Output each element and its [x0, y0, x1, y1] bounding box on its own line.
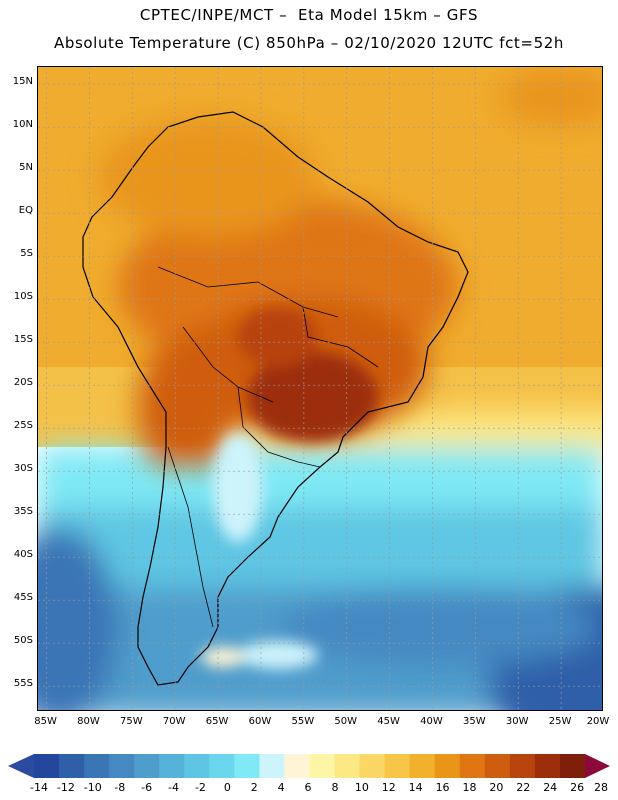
lon-tick-label: 60W: [248, 716, 272, 727]
lat-tick-label: 45S: [13, 592, 33, 604]
colorbar-swatch: [59, 754, 85, 778]
colorbar-swatch: [259, 754, 285, 778]
colorbar-swatch: [184, 754, 210, 778]
colorbar-tick-label: 22: [516, 781, 531, 794]
continent-coastline: [82, 111, 469, 686]
lat-tick-label: 25S: [13, 420, 33, 432]
lat-tick-label: 30S: [13, 463, 33, 475]
colorbar-tick-label: 8: [331, 781, 339, 794]
field-warm-andes: [138, 347, 198, 467]
lon-tick-label: 30W: [505, 716, 529, 727]
colorbar-swatch: [234, 754, 260, 778]
colorbar-tick-label: 2: [250, 781, 258, 794]
colorbar-tick-label: 28: [594, 781, 608, 794]
colorbar-tick-label: 26: [570, 781, 585, 794]
field-cold-core-sw: [38, 527, 118, 710]
colorbar-tick-label: 18: [462, 781, 477, 794]
temperature-map: [37, 66, 603, 711]
lon-tick-label: 70W: [162, 716, 186, 727]
colorbar-over-arrow: [585, 754, 610, 778]
colorbar-swatch: [34, 754, 60, 778]
colorbar-swatch: [84, 754, 110, 778]
lat-tick-label: 15N: [12, 76, 33, 88]
field-cold-mid: [278, 587, 598, 667]
lat-tick-label: 20S: [13, 377, 33, 389]
lon-tick-label: 45W: [377, 716, 400, 727]
colorbar-tick-label: 20: [489, 781, 504, 794]
colorbar-tick-label: 12: [381, 781, 396, 794]
colorbar-tick-label: -6: [141, 781, 153, 794]
colorbar-tick-label: -14: [30, 781, 48, 794]
colorbar-swatch: [384, 754, 411, 778]
lat-tick-label: EQ: [18, 205, 33, 217]
field-hot-core: [248, 352, 378, 442]
lon-tick-label: 35W: [463, 716, 486, 727]
lon-tick-label: 80W: [77, 716, 100, 727]
colorbar-tick-label: 6: [304, 781, 312, 794]
colorbar-tick-label: 14: [408, 781, 423, 794]
colorbar-swatch: [359, 754, 386, 778]
colorbar-swatch: [334, 754, 361, 778]
map-title-line-2: Absolute Temperature (C) 850hPa – 02/10/…: [54, 34, 564, 52]
colorbar: [8, 754, 610, 778]
colorbar-swatch: [159, 754, 185, 778]
colorbar-swatch: [559, 754, 586, 778]
field-warm-north: [98, 117, 318, 237]
lon-tick-label: 65W: [205, 716, 229, 727]
lat-tick-label: 50S: [13, 635, 33, 647]
colorbar-swatch: [309, 754, 336, 778]
colorbar-tick-label: -10: [83, 781, 102, 794]
lat-tick-label: 10S: [13, 291, 33, 303]
lon-tick-label: 25W: [548, 716, 572, 727]
colorbar-swatch: [434, 754, 461, 778]
field-cold-patagonia-1: [238, 641, 318, 669]
colorbar-tick-label: 10: [354, 781, 369, 794]
colorbar-swatch: [409, 754, 436, 778]
lat-tick-label: 40S: [13, 549, 33, 561]
colorbar-swatch: [109, 754, 135, 778]
lon-tick-label: 40W: [420, 716, 443, 727]
lat-tick-label: 15S: [13, 334, 33, 346]
colorbar-tick-label: 16: [435, 781, 450, 794]
colorbar-swatch: [134, 754, 160, 778]
field-cool-argentina: [213, 432, 263, 542]
colorbar-tick-label: 0: [223, 781, 231, 794]
colorbar-tick-label: -2: [194, 781, 206, 794]
lat-tick-label: 35S: [13, 506, 33, 518]
colorbar-swatch: [534, 754, 561, 778]
field-hot-core-2: [238, 307, 318, 367]
colorbar-tick-label: -8: [114, 781, 126, 794]
colorbar-tick-label: 4: [277, 781, 285, 794]
lat-tick-label: 55S: [13, 678, 33, 690]
colorbar-swatch: [459, 754, 486, 778]
lon-tick-label: 20W: [586, 716, 610, 727]
colorbar-tick-label: -4: [168, 781, 179, 794]
lon-tick-label: 85W: [34, 716, 57, 727]
lon-tick-label: 50W: [334, 716, 358, 727]
lat-tick-label: 10N: [12, 119, 33, 131]
lat-tick-label: 5S: [20, 248, 33, 260]
lat-lon-grid: [38, 67, 602, 710]
colorbar-swatch: [284, 754, 310, 778]
colorbar-swatch: [209, 754, 235, 778]
lon-tick-label: 55W: [291, 716, 315, 727]
colorbar-tick-label: 24: [543, 781, 558, 794]
lat-tick-label: 5N: [19, 162, 33, 174]
colorbar-tick-label: -12: [56, 781, 75, 794]
colorbar-under-arrow: [8, 754, 34, 778]
field-warm-caribbean: [498, 67, 602, 127]
map-title-line-1: CPTEC/INPE/MCT – Eta Model 15km – GFS: [139, 6, 479, 24]
field-cold-patagonia-2: [201, 647, 245, 667]
colorbar-swatch: [484, 754, 511, 778]
colorbar-swatch: [509, 754, 536, 778]
lon-tick-label: 75W: [120, 716, 143, 727]
